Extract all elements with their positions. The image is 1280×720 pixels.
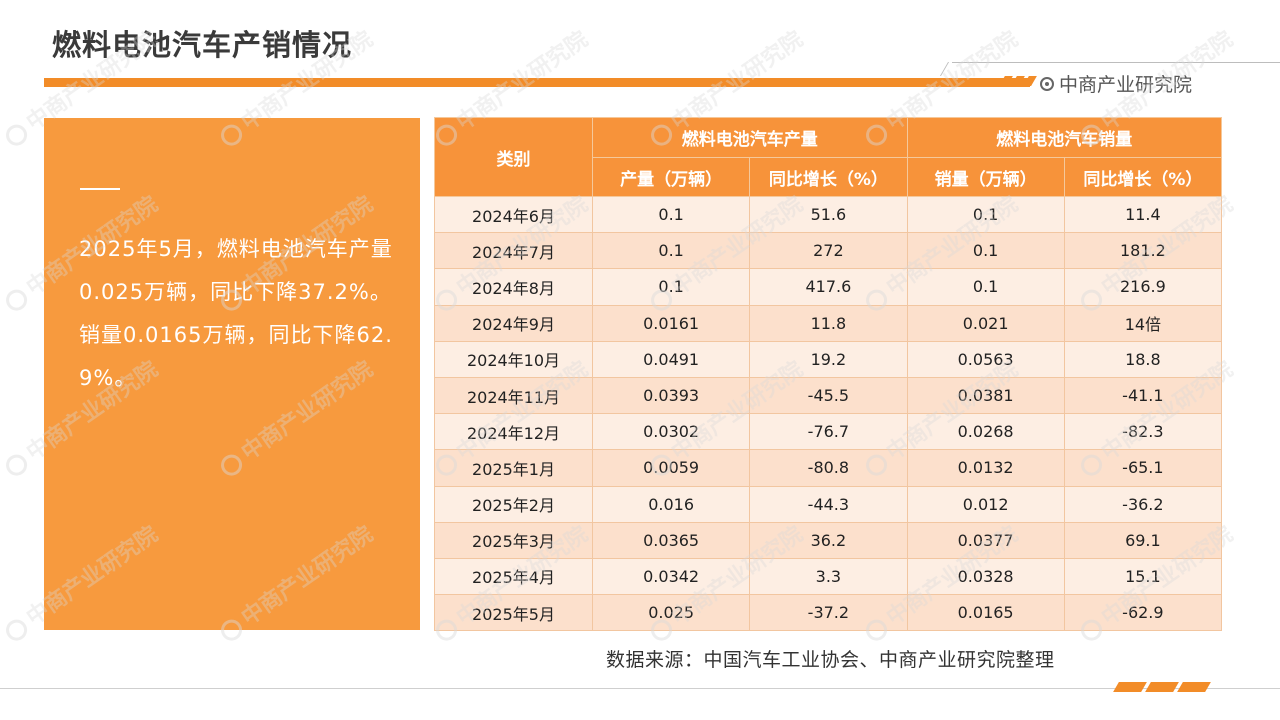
- table-body: 2024年6月 0.1 51.6 0.1 11.4 2024年7月 0.1 272 0.1 181…: [434, 195, 1223, 632]
- data-table-wrap: 类别 燃料电池汽车产量 燃料电池汽车销量 产量（万辆） 同比增长（%） 销量（万…: [434, 117, 1223, 632]
- summary-text: 2025年5月，燃料电池汽车产量0.025万辆，同比下降37.2%。销量0.01…: [79, 237, 393, 390]
- cell-month: 2024年7月: [434, 232, 593, 270]
- cell-sales-yoy: -36.2: [1063, 485, 1223, 523]
- table-row: 2025年4月 0.0342 3.3 0.0328 15.1: [434, 557, 1223, 596]
- cell-sales-yoy: 181.2: [1063, 232, 1223, 270]
- cell-month: 2024年6月: [434, 195, 593, 234]
- cell-production-yoy: 19.2: [749, 340, 908, 378]
- circle-dot-icon: [1040, 76, 1054, 91]
- cell-production: 0.016: [591, 485, 751, 523]
- cell-sales: 0.0165: [906, 594, 1065, 632]
- cell-sales: 0.0381: [906, 376, 1065, 415]
- sales-group-header: 燃料电池汽车销量: [906, 117, 1222, 158]
- cell-sales: 0.1: [906, 195, 1065, 234]
- cell-production: 0.0342: [591, 557, 751, 596]
- cell-sales: 0.0563: [906, 340, 1065, 378]
- cell-sales-yoy: 15.1: [1063, 557, 1223, 596]
- cell-sales: 0.0132: [906, 449, 1065, 487]
- cell-production-yoy: 272: [749, 232, 908, 270]
- brand-stripes: [999, 76, 1037, 86]
- summary-panel: 2025年5月，燃料电池汽车产量0.025万辆，同比下降37.2%。销量0.01…: [44, 118, 420, 630]
- cell-production-yoy: 51.6: [749, 195, 908, 234]
- cell-sales-yoy: -65.1: [1063, 449, 1223, 487]
- bottom-stripes: [1113, 682, 1211, 692]
- cell-production-yoy: 36.2: [749, 521, 908, 559]
- cell-month: 2025年2月: [434, 485, 593, 523]
- cell-sales-yoy: -62.9: [1063, 594, 1223, 632]
- title-underline: [44, 78, 1030, 87]
- cell-month: 2025年1月: [434, 449, 593, 487]
- cell-sales-yoy: -82.3: [1063, 413, 1223, 451]
- cell-production: 0.0302: [591, 413, 751, 451]
- cell-production: 0.0491: [591, 340, 751, 378]
- data-source: 数据来源：中国汽车工业协会、中商产业研究院整理: [606, 649, 1055, 671]
- cell-production: 0.0161: [591, 304, 751, 342]
- cell-sales-yoy: 14倍: [1063, 304, 1223, 342]
- cell-production: 0.025: [591, 594, 751, 632]
- bottom-rule: [0, 688, 1280, 689]
- cell-sales: 0.021: [906, 304, 1065, 342]
- cell-production-yoy: 3.3: [749, 557, 908, 596]
- cell-production: 0.0365: [591, 521, 751, 559]
- table-row: 2025年5月 0.025 -37.2 0.0165 -62.9: [434, 594, 1223, 632]
- table-row: 2024年8月 0.1 417.6 0.1 216.9: [434, 268, 1223, 306]
- sales-yoy-column-header: 同比增长（%）: [1063, 157, 1223, 197]
- category-header: 类别: [434, 117, 593, 197]
- cell-production-yoy: -80.8: [749, 449, 908, 487]
- production-yoy-column-header: 同比增长（%）: [749, 157, 908, 197]
- cell-production: 0.0393: [591, 376, 751, 415]
- cell-month: 2024年8月: [434, 268, 593, 306]
- cell-sales-yoy: -41.1: [1063, 376, 1223, 415]
- cell-month: 2024年11月: [434, 376, 593, 415]
- production-column-header: 产量（万辆）: [591, 157, 751, 197]
- table-row: 2025年2月 0.016 -44.3 0.012 -36.2: [434, 485, 1223, 523]
- cell-production-yoy: 417.6: [749, 268, 908, 306]
- table-row: 2024年9月 0.0161 11.8 0.021 14倍: [434, 304, 1223, 342]
- cell-production-yoy: -45.5: [749, 376, 908, 415]
- cell-production: 0.1: [591, 232, 751, 270]
- sales-column-header: 销量（万辆）: [906, 157, 1065, 197]
- table-row: 2024年12月 0.0302 -76.7 0.0268 -82.3: [434, 413, 1223, 451]
- cell-sales-yoy: 216.9: [1063, 268, 1223, 306]
- cell-production-yoy: -44.3: [749, 485, 908, 523]
- cell-production-yoy: -76.7: [749, 413, 908, 451]
- cell-month: 2024年10月: [434, 340, 593, 378]
- cell-sales: 0.012: [906, 485, 1065, 523]
- cell-production: 0.1: [591, 268, 751, 306]
- cell-sales-yoy: 11.4: [1063, 195, 1223, 234]
- cell-sales-yoy: 18.8: [1063, 340, 1223, 378]
- cell-production-yoy: -37.2: [749, 594, 908, 632]
- production-group-header: 燃料电池汽车产量: [592, 117, 908, 158]
- table-row: 2025年3月 0.0365 36.2 0.0377 69.1: [434, 521, 1223, 559]
- cell-month: 2025年5月: [434, 594, 593, 632]
- cell-sales-yoy: 69.1: [1063, 521, 1223, 559]
- table-row: 2024年6月 0.1 51.6 0.1 11.4: [434, 195, 1223, 234]
- cell-sales: 0.1: [906, 268, 1065, 306]
- panel-dash: [80, 188, 120, 190]
- table-row: 2025年1月 0.0059 -80.8 0.0132 -65.1: [434, 449, 1223, 487]
- brand-rule: [952, 62, 1280, 63]
- cell-month: 2025年4月: [434, 557, 593, 596]
- cell-sales: 0.0268: [906, 413, 1065, 451]
- cell-production-yoy: 11.8: [749, 304, 908, 342]
- data-table: 类别 燃料电池汽车产量 燃料电池汽车销量 产量（万辆） 同比增长（%） 销量（万…: [434, 117, 1223, 632]
- brand-rule-slant: [939, 62, 950, 76]
- cell-month: 2024年9月: [434, 304, 593, 342]
- brand-name: 中商产业研究院: [1059, 74, 1193, 96]
- cell-sales: 0.1: [906, 232, 1065, 270]
- cell-month: 2024年12月: [434, 413, 593, 451]
- cell-sales: 0.0328: [906, 557, 1065, 596]
- table-row: 2024年7月 0.1 272 0.1 181.2: [434, 232, 1223, 270]
- cell-month: 2025年3月: [434, 521, 593, 559]
- cell-production: 0.1: [591, 195, 751, 234]
- table-row: 2024年11月 0.0393 -45.5 0.0381 -41.1: [434, 376, 1223, 415]
- table-row: 2024年10月 0.0491 19.2 0.0563 18.8: [434, 340, 1223, 378]
- cell-production: 0.0059: [591, 449, 751, 487]
- cell-sales: 0.0377: [906, 521, 1065, 559]
- page-title: 燃料电池汽车产销情况: [52, 28, 353, 62]
- brand-logo: 中商产业研究院: [1040, 70, 1192, 97]
